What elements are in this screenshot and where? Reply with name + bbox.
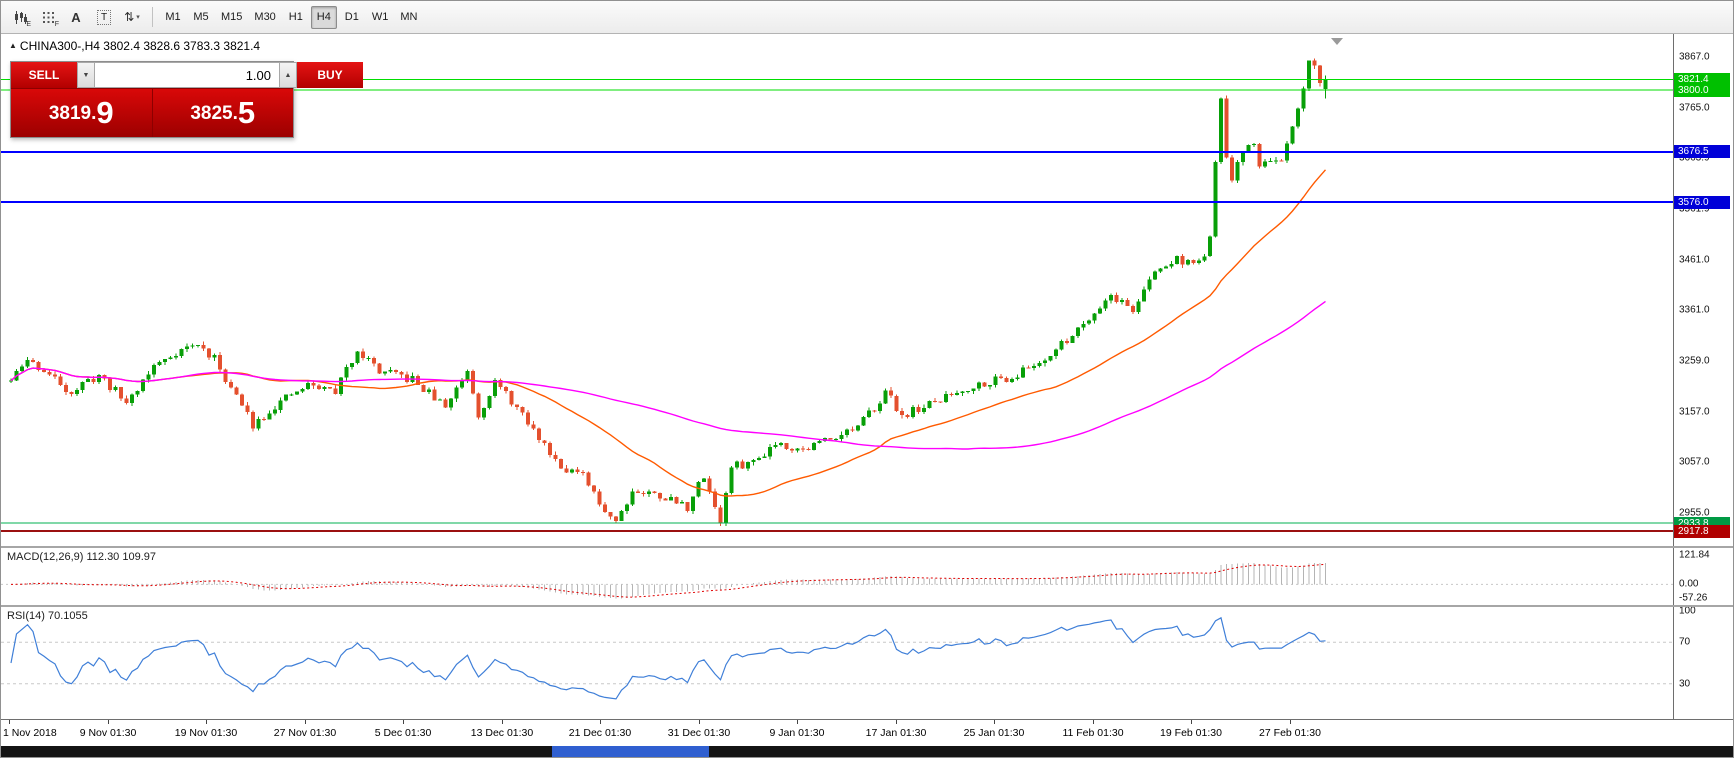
price-axis: 3867.03765.03663.93561.93461.03361.03259… [1673,34,1733,719]
time-axis-label: 17 Jan 01:30 [865,727,927,739]
panel-splitter[interactable] [1,546,1733,548]
time-axis-label: 9 Nov 01:30 [79,727,137,739]
panel-splitter[interactable] [1,605,1733,607]
axis-label: 3057.0 [1679,456,1710,467]
sell-button[interactable]: SELL [11,62,77,88]
rsi-label: RSI(14) 70.1055 [7,610,88,622]
time-axis-label: 1 Nov 2018 [3,727,57,739]
axis-label: 121.84 [1679,549,1710,561]
time-axis-label: 27 Feb 01:30 [1259,727,1321,739]
toolbar: E F A T ⇅ ▾ M1 M5 M15 M30 H1 H4 D1 W1 MN [1,1,1733,34]
time-axis-tick [108,720,109,724]
chart-grid-icon[interactable]: F [35,6,61,29]
time-axis-label: 19 Feb 01:30 [1160,727,1222,739]
buy-button[interactable]: BUY [297,62,363,88]
timeframe-m15[interactable]: M15 [221,11,243,23]
timeframe-w1[interactable]: W1 [371,11,389,23]
axis-label: -57.26 [1679,592,1708,604]
price-axis-badge: 3821.4 [1674,72,1730,86]
price-axis-badge: 2917.8 [1674,524,1730,538]
buy-price-main: 3825. [190,102,238,124]
buy-price-big-digit: 5 [237,95,256,131]
time-axis-tick [9,720,10,724]
time-axis-label: 21 Dec 01:30 [568,727,632,739]
one-click-trading-panel: SELL ▼ ▲ BUY 3819.9 3825.5 [10,61,363,138]
axis-label: 0.00 [1679,578,1699,590]
time-axis-tick [699,720,700,724]
price-axis-badge: 3676.5 [1674,145,1730,159]
axis-label: 3561.9 [1679,203,1710,215]
sell-price[interactable]: 3819. 9 [11,89,152,137]
time-axis-tick [1290,720,1291,724]
toolbar-separator [152,7,153,27]
time-axis-label: 25 Jan 01:30 [963,727,1025,739]
timeframe-mn[interactable]: MN [400,11,418,23]
symbol-header: ▲ CHINA300-,H4 3802.4 3828.6 3783.3 3821.… [9,39,260,53]
axis-label: 3157.0 [1679,406,1710,417]
time-axis-label: 9 Jan 01:30 [769,727,825,739]
time-axis-tick [206,720,207,724]
volume-input[interactable] [95,62,279,88]
sell-price-main: 3819. [48,102,97,124]
time-axis-label: 11 Feb 01:30 [1062,727,1124,739]
chart-shift-marker [1331,38,1343,45]
rsi-indicator [1,616,1673,700]
main-chart-panel[interactable]: ▲ CHINA300-,H4 3802.4 3828.6 3783.3 3821.… [1,34,1673,546]
price-axis-badge: 3800.0 [1674,83,1730,97]
time-axis-label: 31 Dec 01:30 [667,727,731,739]
time-axis-tick [1191,720,1192,724]
taskbar-strip [1,746,1733,757]
sell-price-big-digit: 9 [96,95,114,131]
rsi-panel: RSI(14) 70.1055 [1,607,1673,719]
symbol-marker-icon: ▲ [9,41,17,50]
timeframe-h4[interactable]: H4 [310,5,337,29]
time-axis-label: 27 Nov 01:30 [273,727,337,739]
timeframe-m1[interactable]: M1 [165,11,181,23]
buy-price[interactable]: 3825. 5 [152,89,293,137]
price-axis-badge: 3576.0 [1674,195,1730,209]
time-axis-tick [600,720,601,724]
axis-label: 2955.0 [1679,507,1710,518]
time-axis-tick [1093,720,1094,724]
macd-indicator [1,562,1673,599]
taskbar-highlight [552,746,709,757]
axis-label: 3461.0 [1679,254,1710,265]
time-axis-tick [896,720,897,724]
font-tool-icon[interactable]: A [71,9,81,25]
timeframe-m30[interactable]: M30 [254,11,276,23]
time-axis-label: 13 Dec 01:30 [470,727,534,739]
time-axis-label: 5 Dec 01:30 [374,727,432,739]
axis-label: 30 [1679,678,1691,690]
candlestick-chart-icon[interactable]: E [7,6,33,29]
axis-label: 3259.0 [1679,355,1710,366]
time-axis-tick [994,720,995,724]
time-axis-tick [305,720,306,724]
volume-increase-button[interactable]: ▲ [279,62,297,88]
axis-label: 3361.0 [1679,304,1710,315]
timeframe-m5[interactable]: M5 [193,11,209,23]
axis-label: 70 [1679,636,1691,648]
time-axis-label: 19 Nov 01:30 [174,727,238,739]
time-axis-tick [797,720,798,724]
axis-label: 3867.0 [1679,51,1710,62]
timeframe-h1[interactable]: H1 [288,11,303,23]
symbol-ohlc-text: CHINA300-,H4 3802.4 3828.6 3783.3 3821.4 [19,39,261,53]
timeframe-group: M1 M5 M15 M30 H1 H4 D1 W1 MN [160,5,422,29]
axis-label: 3765.0 [1679,102,1710,113]
volume-decrease-button[interactable]: ▼ [77,62,95,88]
text-label-tool-icon[interactable]: T [91,6,117,29]
macd-label: MACD(12,26,9) 112.30 109.97 [7,551,156,563]
timeframe-d1[interactable]: D1 [344,11,359,23]
macd-panel: MACD(12,26,9) 112.30 109.97 [1,548,1673,605]
time-axis-tick [502,720,503,724]
time-axis: 1 Nov 2018 9 Nov 01:30 19 Nov 01:30 27 Nov … [1,719,1733,746]
toolbar-icon-group: E F A T ⇅ ▾ [7,6,145,29]
scale-tool-icon[interactable]: ⇅ ▾ [124,10,140,24]
time-axis-tick [403,720,404,724]
axis-label: 100 [1679,605,1696,617]
